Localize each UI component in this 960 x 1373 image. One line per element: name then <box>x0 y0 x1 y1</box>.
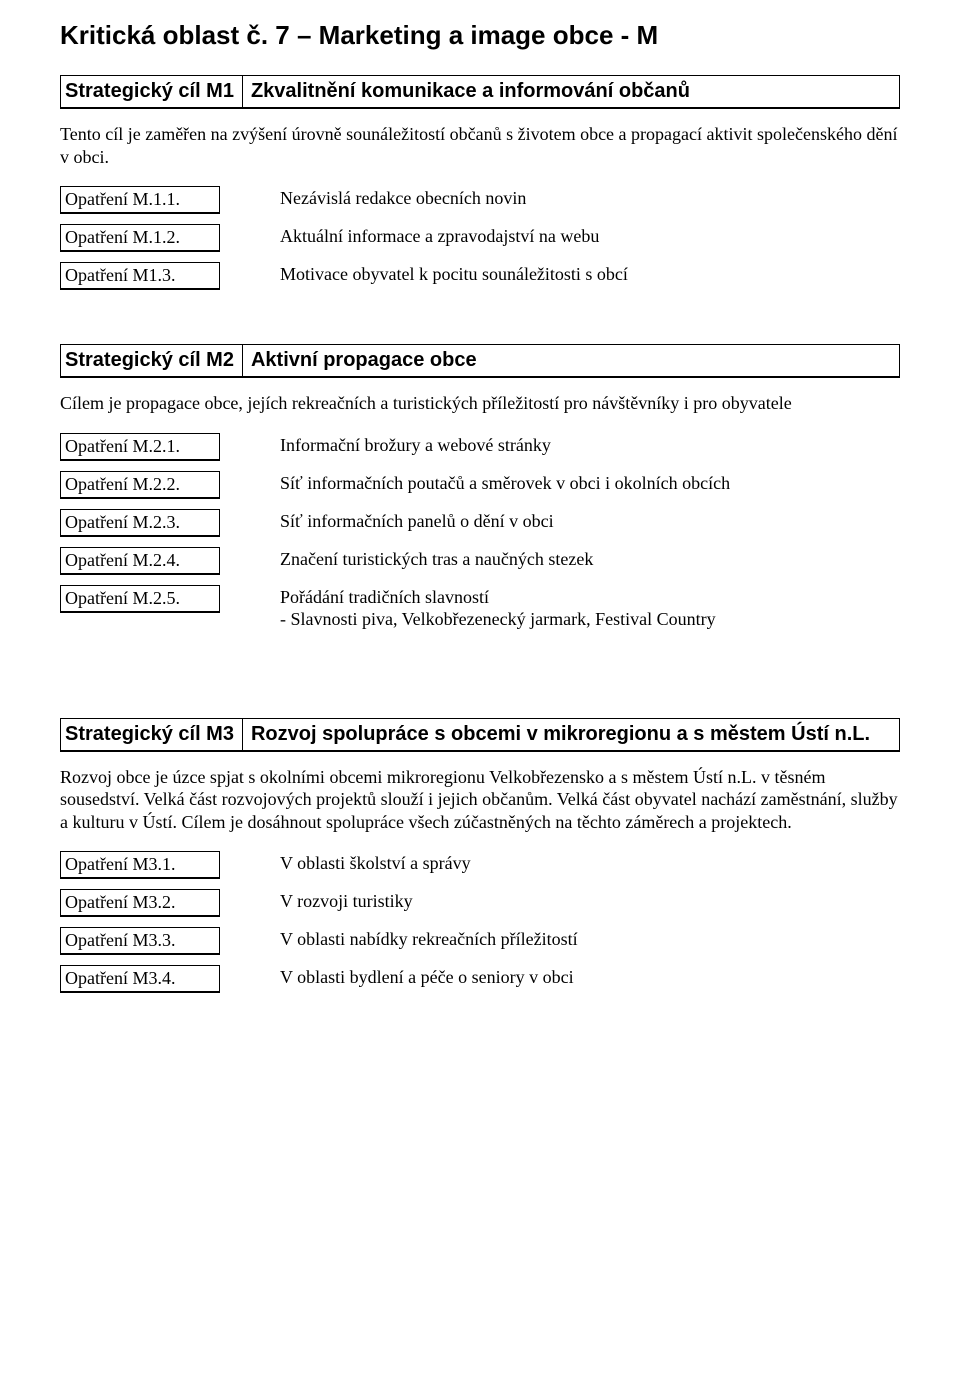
measure-label: Opatření M3.3. <box>60 927 220 955</box>
measure-label: Opatření M.2.4. <box>60 547 220 575</box>
measure-desc: Nezávislá redakce obecních novin <box>220 186 900 211</box>
measure-desc: V oblasti bydlení a péče o seniory v obc… <box>220 965 900 990</box>
measure-row: Opatření M3.2. V rozvoji turistiky <box>60 889 900 917</box>
measure-label: Opatření M.2.3. <box>60 509 220 537</box>
measure-desc: V oblasti školství a správy <box>220 851 900 876</box>
measure-row: Opatření M3.3. V oblasti nabídky rekreač… <box>60 927 900 955</box>
measure-label: Opatření M.1.2. <box>60 224 220 252</box>
goal-body-m3: Rozvoj obce je úzce spjat s okolními obc… <box>60 766 900 834</box>
spacer <box>60 662 900 718</box>
measure-row: Opatření M3.4. V oblasti bydlení a péče … <box>60 965 900 993</box>
goal-label-m2: Strategický cíl M2 <box>60 344 243 378</box>
page: Kritická oblast č. 7 – Marketing a image… <box>0 0 960 1373</box>
measure-row: Opatření M.2.4. Značení turistických tra… <box>60 547 900 575</box>
measure-desc: Pořádání tradičních slavností <box>220 585 900 610</box>
measure-label: Opatření M3.2. <box>60 889 220 917</box>
goal-title-m2: Aktivní propagace obce <box>243 344 900 378</box>
measure-row: Opatření M.1.1. Nezávislá redakce obecní… <box>60 186 900 214</box>
measure-label: Opatření M3.1. <box>60 851 220 879</box>
goal-body-m2: Cílem je propagace obce, jejích rekreačn… <box>60 392 900 415</box>
measure-desc: Značení turistických tras a naučných ste… <box>220 547 900 572</box>
measure-label: Opatření M.2.1. <box>60 433 220 461</box>
measure-desc: V oblasti nabídky rekreačních příležitos… <box>220 927 900 952</box>
measure-desc: Síť informačních poutačů a směrovek v ob… <box>220 471 900 496</box>
measure-desc: Síť informačních panelů o dění v obci <box>220 509 900 534</box>
measure-row: Opatření M.2.1. Informační brožury a web… <box>60 433 900 461</box>
measure-desc: V rozvoji turistiky <box>220 889 900 914</box>
spacer <box>60 300 900 344</box>
measure-desc: Aktuální informace a zpravodajství na we… <box>220 224 900 249</box>
page-title: Kritická oblast č. 7 – Marketing a image… <box>60 20 900 51</box>
measure-desc: Motivace obyvatel k pocitu sounáležitost… <box>220 262 900 287</box>
measure-label: Opatření M3.4. <box>60 965 220 993</box>
measure-label: Opatření M.1.1. <box>60 186 220 214</box>
goal-label-m1: Strategický cíl M1 <box>60 75 243 109</box>
measure-desc: Informační brožury a webové stránky <box>220 433 900 458</box>
measure-row: Opatření M3.1. V oblasti školství a sprá… <box>60 851 900 879</box>
goal-row-m1: Strategický cíl M1 Zkvalitnění komunikac… <box>60 75 900 109</box>
measure-label: Opatření M.2.2. <box>60 471 220 499</box>
goal-row-m3: Strategický cíl M3 Rozvoj spolupráce s o… <box>60 718 900 752</box>
goal-row-m2: Strategický cíl M2 Aktivní propagace obc… <box>60 344 900 378</box>
goal-title-m3: Rozvoj spolupráce s obcemi v mikroregion… <box>243 718 900 752</box>
goal-title-m1: Zkvalitnění komunikace a informování obč… <box>243 75 900 109</box>
measure-row: Opatření M.1.2. Aktuální informace a zpr… <box>60 224 900 252</box>
goal-label-m3: Strategický cíl M3 <box>60 718 243 752</box>
measure-label: Opatření M.2.5. <box>60 585 220 613</box>
measure-label: Opatření M1.3. <box>60 262 220 290</box>
measure-row: Opatření M.2.3. Síť informačních panelů … <box>60 509 900 537</box>
measure-row: Opatření M1.3. Motivace obyvatel k pocit… <box>60 262 900 290</box>
goal-body-m1: Tento cíl je zaměřen na zvýšení úrovně s… <box>60 123 900 168</box>
measure-row: Opatření M.2.2. Síť informačních poutačů… <box>60 471 900 499</box>
